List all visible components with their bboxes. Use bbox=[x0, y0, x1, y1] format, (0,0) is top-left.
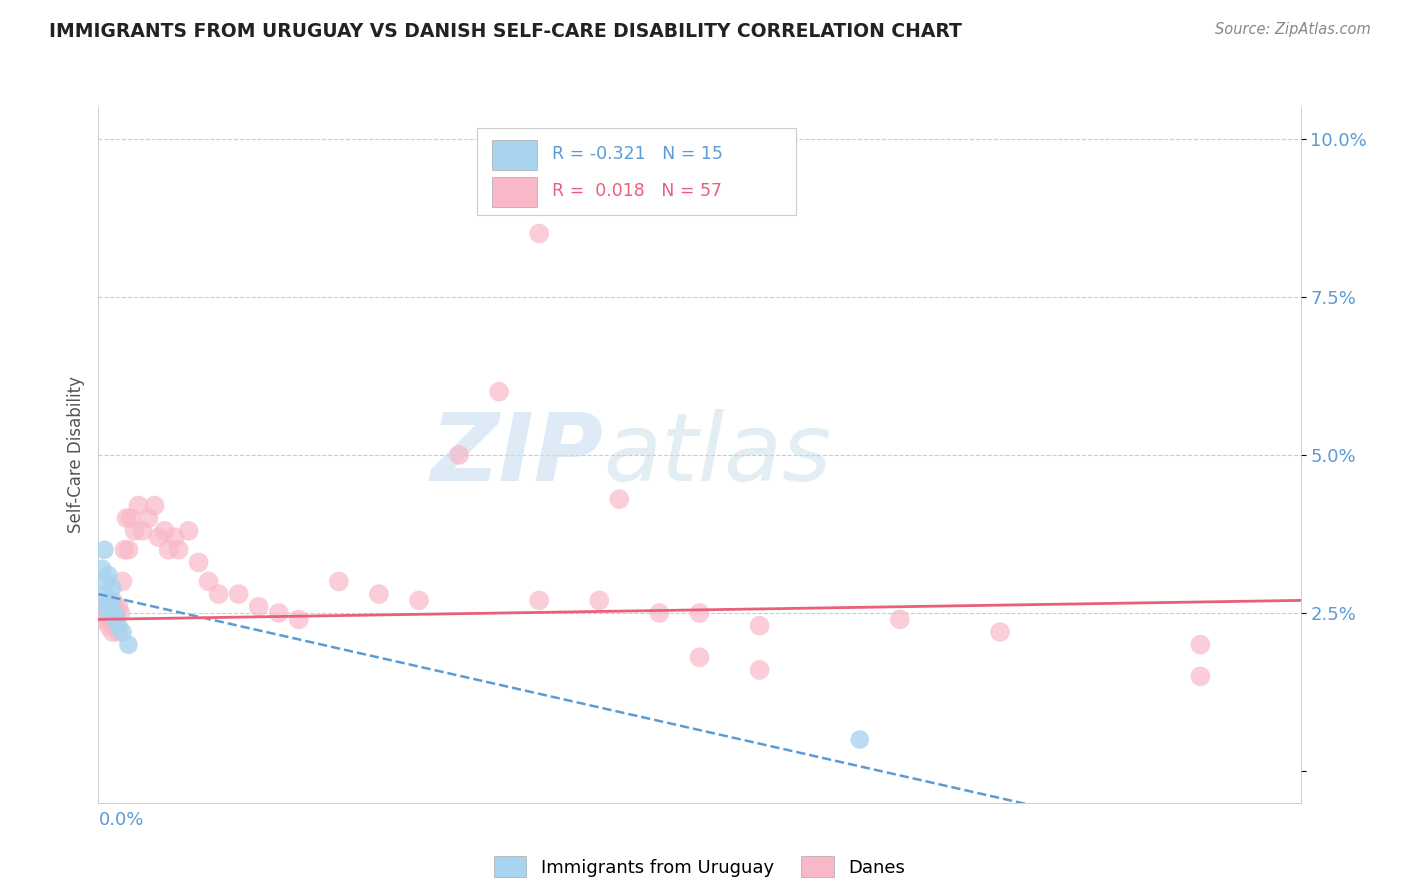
Point bbox=[101, 593, 124, 607]
Text: atlas: atlas bbox=[603, 409, 831, 500]
Point bbox=[328, 574, 350, 589]
Point bbox=[488, 384, 510, 399]
Point bbox=[107, 599, 129, 614]
Point bbox=[368, 587, 391, 601]
Point bbox=[143, 499, 166, 513]
Point bbox=[107, 625, 129, 640]
Point bbox=[247, 599, 270, 614]
Point bbox=[157, 542, 180, 557]
Point bbox=[100, 612, 122, 626]
Point bbox=[97, 618, 120, 632]
Point bbox=[529, 227, 551, 241]
Point bbox=[163, 530, 186, 544]
Point bbox=[97, 606, 120, 620]
Point bbox=[91, 562, 114, 576]
Point bbox=[93, 542, 115, 557]
Point bbox=[120, 511, 142, 525]
Point bbox=[167, 542, 190, 557]
Point bbox=[124, 524, 146, 538]
Point bbox=[103, 618, 125, 632]
Point bbox=[107, 618, 129, 632]
FancyBboxPatch shape bbox=[477, 128, 796, 215]
Point bbox=[111, 625, 134, 640]
Point bbox=[688, 650, 710, 665]
Point bbox=[103, 606, 125, 620]
Point bbox=[267, 606, 290, 620]
Point bbox=[103, 599, 125, 614]
Point bbox=[889, 612, 911, 626]
Point bbox=[97, 568, 120, 582]
Point bbox=[93, 587, 115, 601]
Text: R = -0.321   N = 15: R = -0.321 N = 15 bbox=[551, 145, 723, 162]
Point bbox=[105, 606, 128, 620]
Point bbox=[96, 599, 118, 614]
Point bbox=[138, 511, 160, 525]
Text: IMMIGRANTS FROM URUGUAY VS DANISH SELF-CARE DISABILITY CORRELATION CHART: IMMIGRANTS FROM URUGUAY VS DANISH SELF-C… bbox=[49, 22, 962, 41]
Point bbox=[101, 581, 124, 595]
Point bbox=[1189, 669, 1212, 683]
Point bbox=[408, 593, 430, 607]
Point bbox=[93, 599, 115, 614]
Point bbox=[609, 492, 631, 507]
Point bbox=[100, 599, 122, 614]
Text: ZIP: ZIP bbox=[430, 409, 603, 501]
Point bbox=[91, 606, 114, 620]
Point bbox=[748, 618, 770, 632]
Point bbox=[128, 499, 150, 513]
Bar bbox=[492, 140, 537, 169]
Point bbox=[748, 663, 770, 677]
Point bbox=[97, 606, 120, 620]
Point bbox=[228, 587, 250, 601]
Point bbox=[131, 524, 153, 538]
Point bbox=[849, 732, 872, 747]
Point bbox=[447, 448, 470, 462]
Text: Source: ZipAtlas.com: Source: ZipAtlas.com bbox=[1215, 22, 1371, 37]
Point bbox=[648, 606, 671, 620]
Point bbox=[288, 612, 311, 626]
Point bbox=[148, 530, 170, 544]
Point bbox=[93, 612, 115, 626]
Point bbox=[105, 612, 128, 626]
Point bbox=[988, 625, 1011, 640]
Point bbox=[1189, 638, 1212, 652]
Point bbox=[177, 524, 200, 538]
Legend: Immigrants from Uruguay, Danes: Immigrants from Uruguay, Danes bbox=[486, 849, 912, 884]
Point bbox=[529, 593, 551, 607]
Point bbox=[187, 556, 209, 570]
Point bbox=[115, 511, 138, 525]
Point bbox=[208, 587, 231, 601]
Point bbox=[588, 593, 610, 607]
Point bbox=[96, 593, 118, 607]
Point bbox=[111, 574, 134, 589]
Bar bbox=[492, 177, 537, 207]
Point bbox=[100, 593, 122, 607]
Text: 0.0%: 0.0% bbox=[98, 811, 143, 830]
Point bbox=[110, 606, 132, 620]
Point bbox=[153, 524, 176, 538]
Point bbox=[117, 638, 139, 652]
Y-axis label: Self-Care Disability: Self-Care Disability bbox=[66, 376, 84, 533]
Point bbox=[197, 574, 219, 589]
Point bbox=[114, 542, 136, 557]
Point bbox=[101, 625, 124, 640]
Text: R =  0.018   N = 57: R = 0.018 N = 57 bbox=[551, 182, 721, 200]
Point bbox=[688, 606, 710, 620]
Point bbox=[117, 542, 139, 557]
Point bbox=[96, 574, 118, 589]
